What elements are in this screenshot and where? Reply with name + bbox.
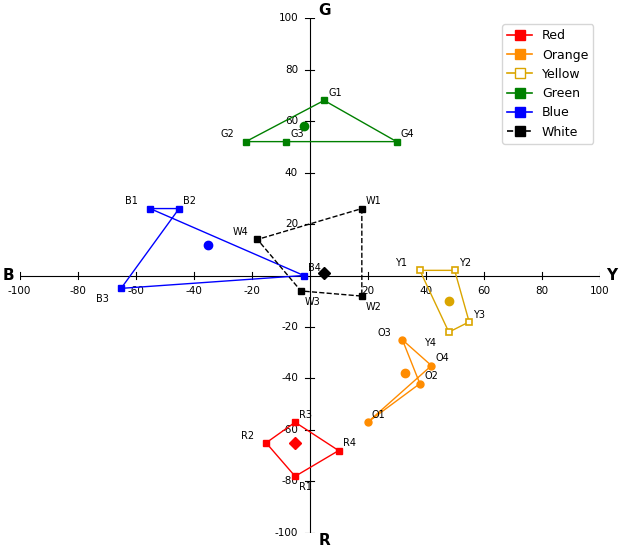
- Text: Y1: Y1: [395, 258, 407, 268]
- Text: 80: 80: [535, 286, 548, 296]
- Text: -100: -100: [8, 286, 32, 296]
- Text: O4: O4: [436, 353, 449, 364]
- Text: R3: R3: [300, 410, 313, 420]
- Text: 60: 60: [285, 116, 298, 126]
- Text: R1: R1: [300, 482, 313, 492]
- Text: -100: -100: [275, 528, 298, 538]
- Text: -40: -40: [281, 374, 298, 383]
- Text: Y: Y: [606, 268, 617, 283]
- Text: -60: -60: [281, 425, 298, 435]
- Text: G3: G3: [290, 129, 304, 139]
- Text: W4: W4: [232, 228, 248, 237]
- Text: B1: B1: [125, 196, 138, 207]
- Text: 100: 100: [590, 286, 610, 296]
- Text: 20: 20: [361, 286, 374, 296]
- Text: -80: -80: [281, 477, 298, 487]
- Text: B4: B4: [308, 263, 321, 273]
- Text: B3: B3: [96, 294, 109, 304]
- Text: G1: G1: [328, 88, 342, 98]
- Text: 60: 60: [477, 286, 490, 296]
- Text: -60: -60: [127, 286, 144, 296]
- Text: R4: R4: [343, 439, 356, 449]
- Text: Y4: Y4: [424, 338, 436, 348]
- Text: G4: G4: [401, 129, 415, 139]
- Text: B: B: [2, 268, 14, 283]
- Text: 100: 100: [279, 13, 298, 23]
- Legend: Red, Orange, Yellow, Green, Blue, White: Red, Orange, Yellow, Green, Blue, White: [502, 24, 594, 143]
- Text: Y2: Y2: [459, 258, 471, 268]
- Text: -20: -20: [281, 322, 298, 332]
- Text: Y3: Y3: [474, 310, 485, 320]
- Text: W1: W1: [366, 196, 382, 207]
- Text: O3: O3: [378, 328, 391, 338]
- Text: -40: -40: [185, 286, 202, 296]
- Text: G2: G2: [221, 129, 235, 139]
- Text: 40: 40: [419, 286, 432, 296]
- Text: O1: O1: [372, 410, 386, 420]
- Text: R2: R2: [241, 431, 254, 441]
- Text: W3: W3: [305, 297, 321, 307]
- Text: W2: W2: [366, 302, 382, 312]
- Text: B2: B2: [183, 196, 196, 207]
- Text: -20: -20: [243, 286, 260, 296]
- Text: 80: 80: [285, 64, 298, 74]
- Text: -80: -80: [69, 286, 86, 296]
- Text: G: G: [318, 3, 331, 18]
- Text: O2: O2: [424, 371, 438, 381]
- Text: 20: 20: [285, 219, 298, 229]
- Text: 40: 40: [285, 168, 298, 177]
- Text: R: R: [318, 533, 330, 548]
